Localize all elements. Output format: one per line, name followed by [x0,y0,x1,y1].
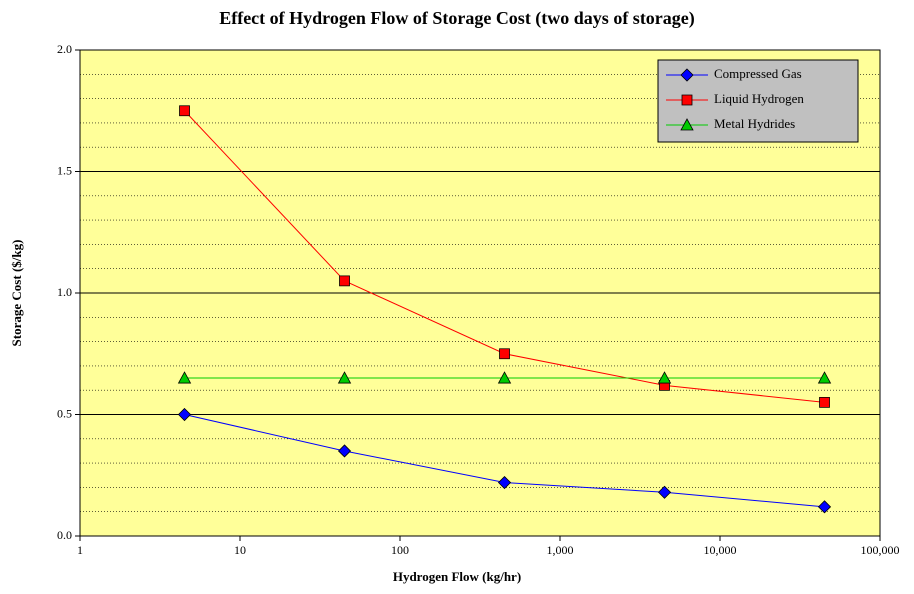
marker [497,475,512,490]
marker [177,407,192,422]
marker [817,371,832,384]
marker [177,371,192,384]
legend-label: Compressed Gas [714,66,802,81]
marker [337,371,352,384]
marker [499,348,510,360]
chart-title: Effect of Hydrogen Flow of Storage Cost … [219,8,695,29]
y-axis-label: Storage Cost ($/kg) [9,240,24,347]
y-tick-label: 1.5 [57,163,72,177]
marker [657,371,672,384]
legend-label: Liquid Hydrogen [714,91,804,106]
x-tick-label: 1,000 [547,543,574,557]
x-tick-label: 10,000 [704,543,737,557]
marker [497,371,512,384]
x-tick-label: 100,000 [861,543,900,557]
legend-marker [681,94,693,106]
plot-border [79,49,881,537]
marker [657,485,672,499]
marker [179,105,190,117]
marker [337,444,352,458]
legend-marker [680,68,694,82]
marker [339,275,350,287]
x-tick-label: 1 [77,543,83,557]
legend-label: Metal Hydrides [714,116,795,131]
legend-marker [680,118,694,131]
x-tick-label: 10 [234,543,246,557]
y-tick-label: 1.0 [57,285,72,299]
y-tick-label: 0.5 [57,406,72,420]
legend: Compressed Gas Liquid Hydrogen Metal Hydri… [657,59,859,143]
y-tick-label: 0.0 [57,528,72,542]
marker [817,500,832,514]
marker [819,396,830,408]
x-axis-label: Hydrogen Flow (kg/hr) [393,569,521,584]
x-tick-label: 100 [391,543,409,557]
y-tick-label: 2.0 [57,42,72,56]
